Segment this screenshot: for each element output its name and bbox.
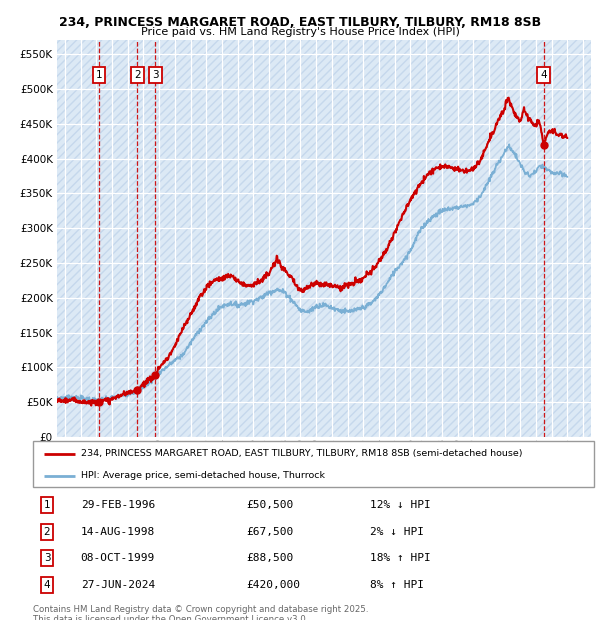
Text: Contains HM Land Registry data © Crown copyright and database right 2025.
This d: Contains HM Land Registry data © Crown c…	[33, 604, 368, 620]
Text: 18% ↑ HPI: 18% ↑ HPI	[370, 554, 430, 564]
Text: 1: 1	[95, 70, 102, 80]
Text: HPI: Average price, semi-detached house, Thurrock: HPI: Average price, semi-detached house,…	[80, 471, 325, 480]
Text: 3: 3	[152, 70, 159, 80]
Text: 29-FEB-1996: 29-FEB-1996	[80, 500, 155, 510]
Text: Price paid vs. HM Land Registry's House Price Index (HPI): Price paid vs. HM Land Registry's House …	[140, 27, 460, 37]
Text: 8% ↑ HPI: 8% ↑ HPI	[370, 580, 424, 590]
Text: 2: 2	[44, 527, 50, 537]
Text: £88,500: £88,500	[246, 554, 293, 564]
Text: 3: 3	[44, 554, 50, 564]
Text: 4: 4	[541, 70, 547, 80]
Text: 14-AUG-1998: 14-AUG-1998	[80, 527, 155, 537]
Text: £67,500: £67,500	[246, 527, 293, 537]
Text: £50,500: £50,500	[246, 500, 293, 510]
Text: 1: 1	[44, 500, 50, 510]
FancyBboxPatch shape	[33, 441, 594, 487]
Text: 27-JUN-2024: 27-JUN-2024	[80, 580, 155, 590]
Text: 12% ↓ HPI: 12% ↓ HPI	[370, 500, 430, 510]
Text: 2% ↓ HPI: 2% ↓ HPI	[370, 527, 424, 537]
Text: 234, PRINCESS MARGARET ROAD, EAST TILBURY, TILBURY, RM18 8SB: 234, PRINCESS MARGARET ROAD, EAST TILBUR…	[59, 16, 541, 29]
Text: £420,000: £420,000	[246, 580, 300, 590]
Text: 234, PRINCESS MARGARET ROAD, EAST TILBURY, TILBURY, RM18 8SB (semi-detached hous: 234, PRINCESS MARGARET ROAD, EAST TILBUR…	[80, 449, 522, 458]
Text: 4: 4	[44, 580, 50, 590]
Text: 08-OCT-1999: 08-OCT-1999	[80, 554, 155, 564]
Text: 2: 2	[134, 70, 141, 80]
